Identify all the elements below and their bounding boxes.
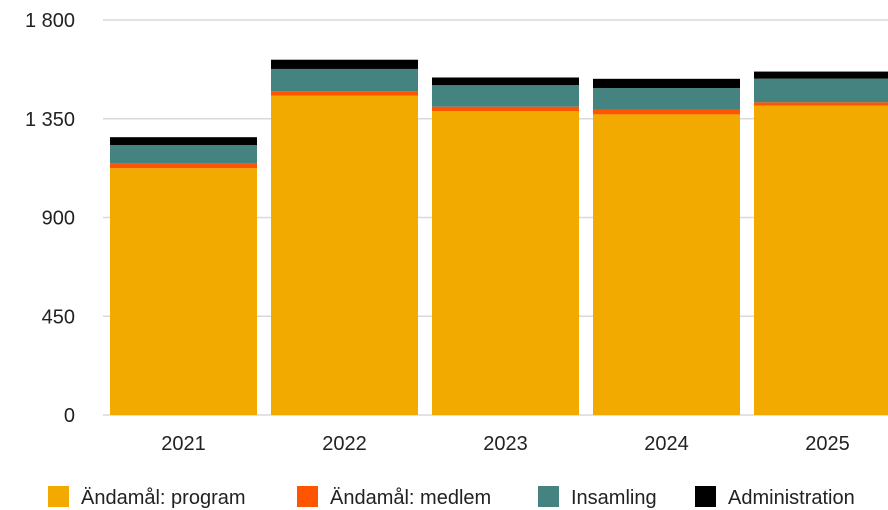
y-tick-label: 0 [64, 405, 75, 427]
legend-item: Administration [695, 486, 855, 509]
bar-segment-2025-1 [754, 102, 888, 106]
bar-segment-2023-1 [432, 106, 579, 112]
legend-label: Ändamål: program [81, 487, 246, 509]
legend-swatch [695, 486, 716, 507]
x-tick-label: 2022 [322, 433, 367, 455]
y-tick-label: 900 [42, 208, 75, 230]
bar-group-2021 [110, 137, 257, 415]
bar-segment-2023-3 [432, 77, 579, 86]
x-axis-ticks: 2021 2022 2023 2024 2025 [161, 433, 850, 455]
bar-segment-2021-3 [110, 137, 257, 146]
bar-segment-2025-3 [754, 71, 888, 79]
bar-segment-2022-1 [271, 91, 418, 96]
legend-swatch [297, 486, 318, 507]
x-tick-label: 2024 [644, 433, 689, 455]
bar-segment-2023-2 [432, 85, 579, 107]
bar-segment-2022-2 [271, 68, 418, 92]
legend-label: Administration [728, 487, 855, 509]
bar-segment-2024-1 [593, 109, 740, 115]
bar-segment-2021-0 [110, 168, 257, 415]
x-tick-label: 2025 [805, 433, 850, 455]
bar-segment-2021-1 [110, 163, 257, 169]
bar-group-2022 [271, 59, 418, 415]
y-axis-ticks: 0 450 900 1 350 1 800 [25, 10, 75, 427]
legend-label: Insamling [571, 487, 657, 509]
legend-item: Insamling [538, 486, 657, 509]
legend-item: Ändamål: program [48, 486, 246, 509]
legend-item: Ändamål: medlem [297, 486, 491, 509]
bar-group-2024 [593, 78, 740, 415]
bar-segment-2024-0 [593, 114, 740, 415]
bar-segment-2025-0 [754, 105, 888, 415]
bar-segment-2024-2 [593, 88, 740, 110]
x-tick-label: 2023 [483, 433, 528, 455]
bar-segment-2023-0 [432, 111, 579, 415]
bar-segment-2025-2 [754, 78, 888, 103]
legend-label: Ändamål: medlem [330, 487, 491, 509]
bar-segment-2024-3 [593, 78, 740, 89]
bar-segment-2022-3 [271, 59, 418, 69]
bars [110, 59, 888, 415]
legend-swatch [48, 486, 69, 507]
legend: Ändamål: program Ändamål: medlem Insamling… [48, 486, 855, 509]
y-tick-label: 1 350 [25, 109, 75, 131]
bar-segment-2022-0 [271, 95, 418, 415]
bar-segment-2021-2 [110, 145, 257, 164]
bar-group-2025 [754, 71, 888, 415]
bar-group-2023 [432, 77, 579, 415]
x-tick-label: 2021 [161, 433, 206, 455]
y-tick-label: 1 800 [25, 10, 75, 32]
y-tick-label: 450 [42, 306, 75, 328]
legend-swatch [538, 486, 559, 507]
